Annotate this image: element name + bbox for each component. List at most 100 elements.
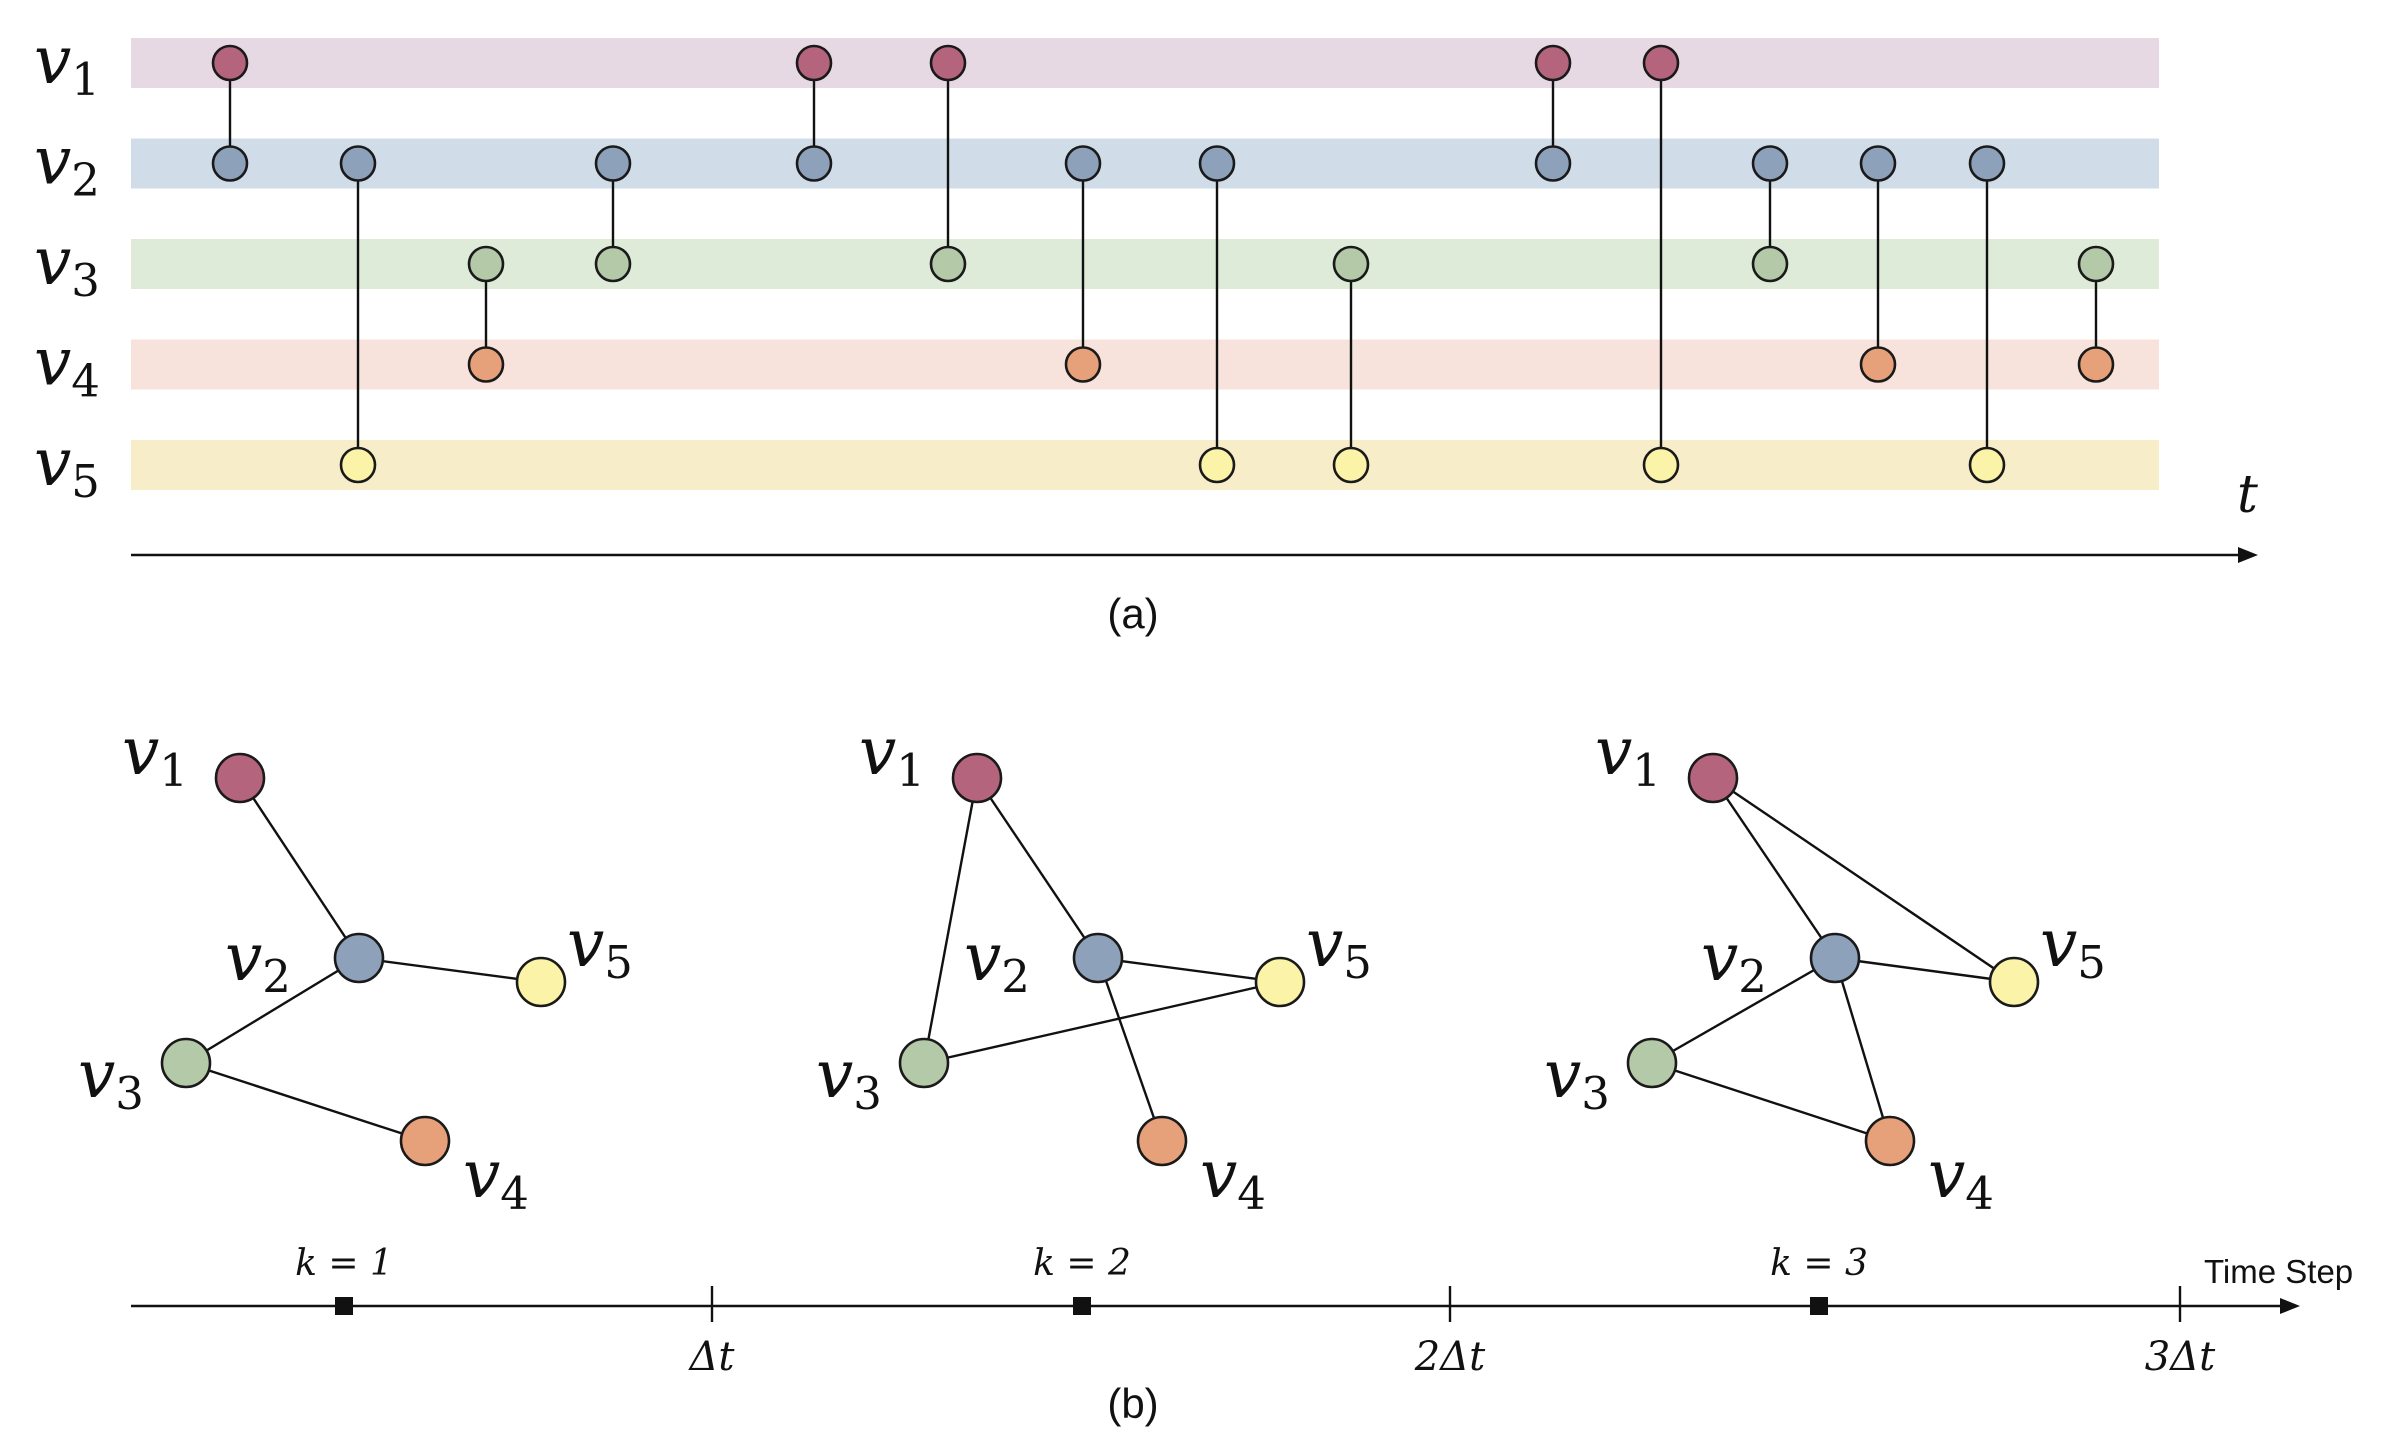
snapshot-label-v1: v1 (1595, 713, 1661, 797)
interaction-node-v4 (2077, 346, 2115, 383)
interaction-node-v3 (1332, 245, 1370, 283)
interaction-15 (2077, 245, 2115, 383)
tick-label-1: Δt (688, 1334, 736, 1380)
step-axis-arrow (2280, 1298, 2300, 1314)
snapshot-edge-v2-v3 (1651, 956, 1836, 1065)
interaction-5 (795, 44, 833, 182)
interaction-8 (1198, 145, 1236, 484)
snapshot-label-v1-base: v (859, 713, 896, 790)
snapshot-label-v2: v2 (964, 919, 1030, 1003)
snapshot-edge-v2-v3 (185, 956, 360, 1065)
interaction-node-v2 (339, 145, 377, 182)
snapshot-label-v1-sub: 1 (1632, 744, 1661, 797)
snapshot-node-v1 (214, 752, 266, 804)
snapshot-label-v5: v5 (2040, 905, 2106, 989)
snapshot-label-v1: v1 (122, 713, 188, 797)
snapshot-label-v2-sub: 2 (262, 950, 291, 1003)
snapshot-label-v3-base: v (1544, 1036, 1581, 1113)
timeline-label-v3-sub: 3 (71, 254, 100, 307)
interaction-11 (1642, 44, 1680, 484)
snapshot-node-v2 (1809, 932, 1861, 984)
interaction-node-v4 (467, 346, 505, 383)
snapshot-label-v2-base: v (225, 919, 262, 996)
snapshot-label-v2-base: v (1701, 919, 1738, 996)
interaction-6 (929, 44, 967, 283)
snapshot-label-v2: v2 (225, 919, 291, 1003)
snapshot-label-v5-base: v (567, 905, 604, 982)
snapshot-label-v2: v2 (1701, 919, 1767, 1003)
snapshot-label-v1-sub: 1 (159, 744, 188, 797)
timeline-label-v4-sub: 4 (71, 355, 100, 408)
snapshot-label-v5: v5 (567, 905, 633, 989)
snapshot-node-v1 (951, 752, 1003, 804)
snapshot-label-v3-sub: 3 (1581, 1067, 1610, 1120)
interaction-node-v5 (1332, 446, 1370, 484)
snapshot-node-v1 (1687, 752, 1739, 804)
snapshot-label-v5: v5 (1306, 905, 1372, 989)
snapshot-label-v5-sub: 5 (2077, 936, 2106, 989)
timeline-label-v5-base: v (34, 424, 71, 501)
snapshot-label-v5-sub: 5 (604, 936, 633, 989)
snapshot-edge-v2-v5 (1834, 956, 2015, 984)
timeline-band-v4 (131, 339, 2159, 390)
snapshot-label-v4-sub: 4 (1965, 1167, 1994, 1220)
snapshot-label-v5-sub: 5 (1343, 936, 1372, 989)
interaction-13 (1859, 145, 1897, 383)
interaction-node-v2 (594, 145, 632, 182)
k-label-3: k = 3 (1770, 1243, 1868, 1284)
snapshot-label-v1: v1 (859, 713, 925, 797)
snapshot-label-v3: v3 (1544, 1036, 1610, 1120)
timeline-band-v3 (131, 239, 2159, 289)
snapshot-node-v5 (1254, 956, 1306, 1008)
time-axis-arrow (2238, 547, 2258, 563)
interaction-7 (1064, 145, 1102, 383)
timeline-label-v1-base: v (34, 22, 71, 99)
snapshot-label-v3: v3 (816, 1036, 882, 1120)
interaction-node-v5 (1642, 446, 1680, 484)
snapshot-label-v3-base: v (816, 1036, 853, 1113)
caption-a: (a) (1107, 590, 1158, 637)
snapshot-node-v3 (1626, 1037, 1678, 1089)
snapshot-edge-v2-v5 (358, 956, 542, 984)
snapshot-node-v4 (1136, 1115, 1188, 1167)
snapshot-edge-v2-v5 (1097, 956, 1281, 984)
caption-b: (b) (1107, 1380, 1158, 1427)
interaction-node-v1 (795, 44, 833, 82)
snapshot-label-v4-base: v (1200, 1136, 1237, 1213)
interaction-node-v3 (2077, 245, 2115, 283)
snapshot-label-v3-sub: 3 (115, 1067, 144, 1120)
interaction-node-v1 (1534, 44, 1572, 82)
snapshot-label-v4-sub: 4 (500, 1167, 529, 1220)
interaction-node-v3 (467, 245, 505, 283)
interaction-12 (1751, 145, 1789, 283)
interaction-node-v4 (1859, 346, 1897, 383)
snapshot-edge-v2-v4 (1096, 957, 1164, 1142)
snapshot-edge-v1-v3 (922, 777, 979, 1064)
timeline-label-v5-sub: 5 (71, 455, 100, 508)
snapshot-edge-v3-v4 (185, 1061, 426, 1143)
interaction-node-v4 (1064, 346, 1102, 383)
interaction-2 (339, 145, 377, 484)
interaction-node-v2 (1751, 145, 1789, 182)
interaction-3 (467, 245, 505, 383)
interaction-9 (1332, 245, 1370, 484)
snapshot-edge-v3-v5 (923, 980, 1281, 1065)
interaction-node-v3 (594, 245, 632, 283)
interaction-node-v1 (1642, 44, 1680, 82)
k-marker-1 (335, 1297, 353, 1315)
snapshot-node-v4 (399, 1115, 451, 1167)
interaction-node-v5 (1968, 446, 2006, 484)
timeline-label-v1-sub: 1 (71, 53, 100, 106)
snapshot-node-v3 (898, 1037, 950, 1089)
k-marker-2 (1073, 1297, 1091, 1315)
interaction-node-v3 (1751, 245, 1789, 283)
snapshot-label-v1-base: v (122, 713, 159, 790)
snapshot-edge-v1-v5 (1712, 777, 2015, 983)
timeline-label-v4: v4 (34, 324, 100, 408)
timeline-label-v4-base: v (34, 324, 71, 401)
timeline-label-v2-base: v (34, 123, 71, 200)
tick-label-3: 3Δt (2145, 1334, 2216, 1380)
